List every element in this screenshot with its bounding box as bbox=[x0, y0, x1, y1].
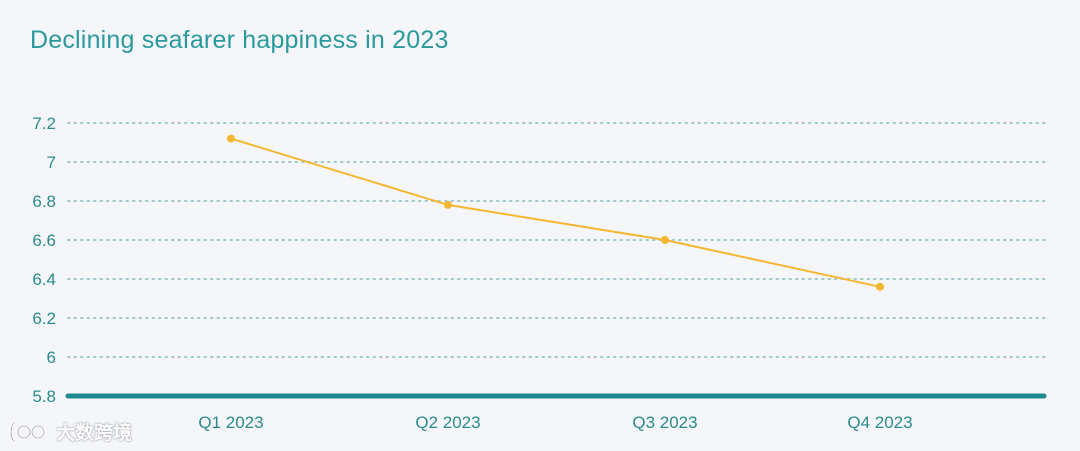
data-point bbox=[444, 200, 452, 209]
grid-lines bbox=[67, 122, 1047, 358]
y-tick-label: 6.6 bbox=[32, 231, 56, 250]
watermark-text: 大数跨境 bbox=[56, 423, 133, 444]
data-point bbox=[876, 282, 884, 291]
data-point bbox=[661, 236, 669, 244]
y-tick-label: 6.2 bbox=[32, 309, 56, 328]
y-tick-label: 6.4 bbox=[32, 270, 56, 289]
x-tick-label: Q4 2023 bbox=[847, 413, 912, 432]
data-point bbox=[227, 134, 235, 143]
series bbox=[227, 134, 884, 291]
y-tick-label: 6 bbox=[47, 348, 56, 367]
x-tick-label: Q2 2023 bbox=[415, 413, 480, 432]
y-axis-tick-labels: 5.8 6 6.2 6.4 6.6 6.8 7 7.2 bbox=[32, 114, 56, 406]
y-tick-label: 7.2 bbox=[32, 114, 56, 133]
x-tick-label: Q3 2023 bbox=[632, 413, 697, 432]
y-tick-label: 7 bbox=[47, 153, 56, 172]
chart-title: Declining seafarer happiness in 2023 bbox=[30, 26, 449, 54]
y-tick-label: 5.8 bbox=[32, 387, 56, 406]
watermark-logo-icon bbox=[9, 421, 46, 442]
y-tick-label: 6.8 bbox=[32, 192, 56, 211]
x-tick-label: Q1 2023 bbox=[198, 413, 263, 432]
watermark: 大数跨境 bbox=[8, 418, 132, 445]
series-line bbox=[230, 137, 881, 288]
x-axis-tick-labels: Q1 2023 Q2 2023 Q3 2023 Q4 2023 bbox=[198, 413, 912, 432]
